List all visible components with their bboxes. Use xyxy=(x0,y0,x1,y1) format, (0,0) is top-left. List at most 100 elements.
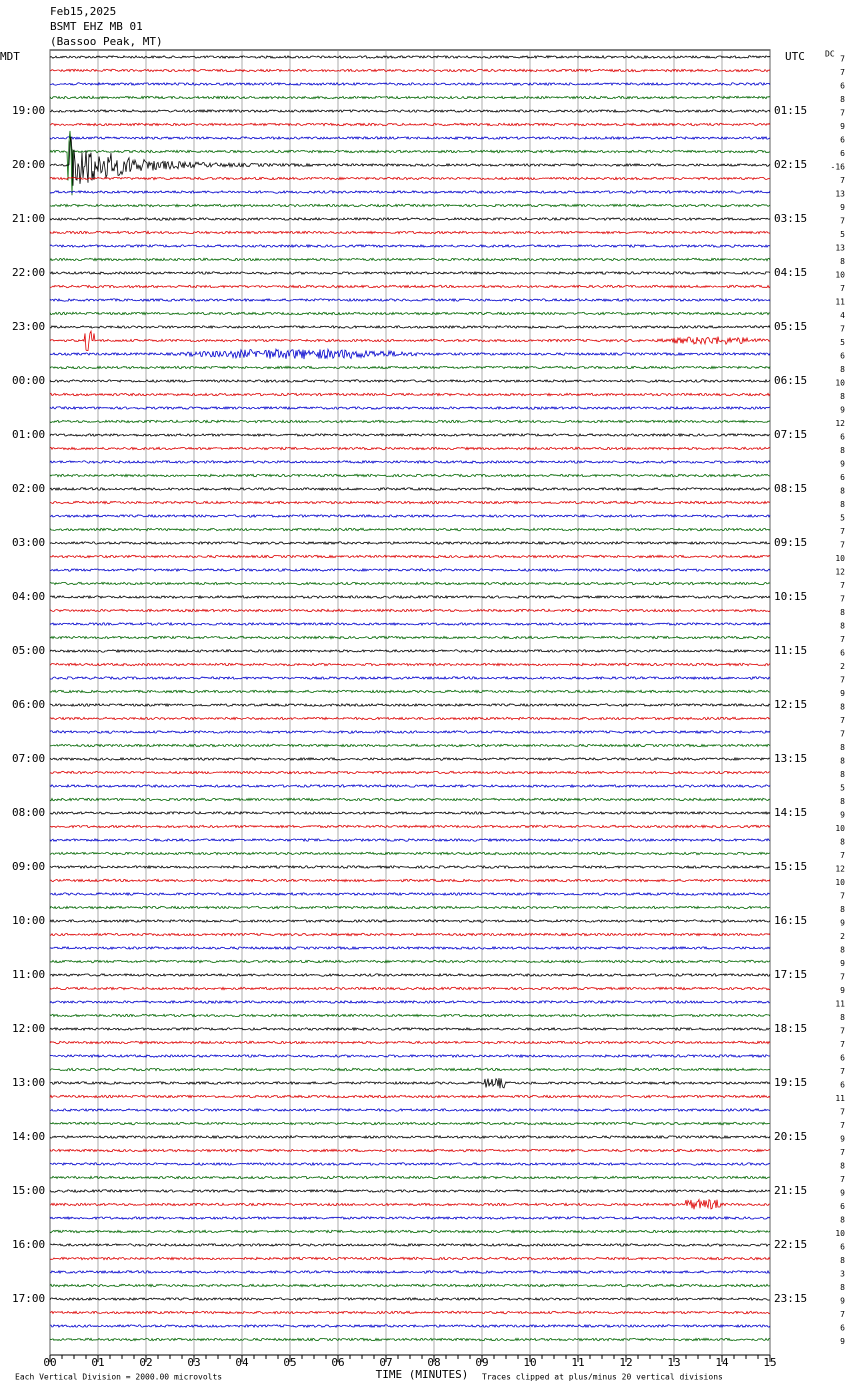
station: BSMT EHZ MB 01 xyxy=(50,20,143,33)
dc-value: 10 xyxy=(835,878,845,887)
right-time: 04:15 xyxy=(774,266,807,279)
trace xyxy=(49,405,771,411)
right-time: 01:15 xyxy=(774,104,807,117)
left-time: 15:00 xyxy=(12,1184,45,1197)
trace xyxy=(49,756,771,762)
trace xyxy=(49,347,771,360)
dc-value: 7 xyxy=(840,1108,845,1117)
trace xyxy=(49,621,771,627)
dc-value: 5 xyxy=(840,784,845,793)
right-time: 02:15 xyxy=(774,158,807,171)
left-time: 01:00 xyxy=(12,428,45,441)
dc-value: 7 xyxy=(840,284,845,293)
trace xyxy=(49,932,771,937)
dc-value: 11 xyxy=(835,1094,845,1103)
dc-value: 7 xyxy=(840,581,845,590)
dc-value: 8 xyxy=(840,946,845,955)
dc-value: 9 xyxy=(840,1189,845,1198)
right-time: 23:15 xyxy=(774,1292,807,1305)
dc-value: 6 xyxy=(840,82,845,91)
dc-value: 8 xyxy=(840,1013,845,1022)
dc-value: 9 xyxy=(840,811,845,820)
dc-value: 11 xyxy=(835,1000,845,1009)
x-tick-label: 00 xyxy=(43,1356,56,1369)
dc-value: 8 xyxy=(840,365,845,374)
right-zone: UTC xyxy=(785,50,805,63)
dc-value: 8 xyxy=(840,703,845,712)
left-time: 11:00 xyxy=(12,968,45,981)
trace xyxy=(49,770,770,775)
dc-value: 7 xyxy=(840,68,845,77)
x-tick-label: 04 xyxy=(235,1356,249,1369)
x-tick-label: 10 xyxy=(523,1356,536,1369)
trace xyxy=(49,959,771,964)
dc-value: 8 xyxy=(840,487,845,496)
trace xyxy=(49,1310,771,1315)
dc-value: 8 xyxy=(840,743,845,752)
dc-value: 3 xyxy=(840,1270,845,1279)
left-time: 22:00 xyxy=(12,266,45,279)
dc-value: 6 xyxy=(840,149,845,158)
dc-value: 7 xyxy=(840,325,845,334)
trace xyxy=(49,986,771,991)
dc-value: 9 xyxy=(840,919,845,928)
trace xyxy=(49,1243,771,1248)
dc-value: 10 xyxy=(835,271,845,280)
trace xyxy=(49,68,771,73)
clip-note: Traces clipped at plus/minus 20 vertical… xyxy=(482,1373,723,1382)
dc-value: 2 xyxy=(840,932,845,941)
trace xyxy=(49,135,771,141)
trace xyxy=(49,500,771,505)
trace xyxy=(49,918,771,923)
dc-value: 7 xyxy=(840,55,845,64)
trace xyxy=(49,729,771,735)
dc-value: 6 xyxy=(840,649,845,658)
x-tick-label: 07 xyxy=(379,1356,392,1369)
x-tick-label: 06 xyxy=(331,1356,344,1369)
dc-value: 9 xyxy=(840,122,845,131)
trace xyxy=(49,419,771,424)
trace xyxy=(49,810,771,816)
trace xyxy=(49,594,771,600)
trace xyxy=(50,1107,771,1113)
x-tick-label: 02 xyxy=(139,1356,152,1369)
left-time: 20:00 xyxy=(12,158,45,171)
left-time: 17:00 xyxy=(12,1292,45,1305)
dc-value: 7 xyxy=(840,851,845,860)
trace xyxy=(49,122,771,127)
left-time: 19:00 xyxy=(12,104,45,117)
right-time: 17:15 xyxy=(774,968,807,981)
dc-value: 6 xyxy=(840,433,845,442)
trace xyxy=(49,702,771,708)
trace xyxy=(49,378,771,383)
trace xyxy=(49,460,771,465)
right-time: 18:15 xyxy=(774,1022,807,1035)
right-time: 10:15 xyxy=(774,590,807,603)
right-time: 07:15 xyxy=(774,428,807,441)
left-time: 05:00 xyxy=(12,644,45,657)
trace xyxy=(49,1256,771,1261)
dc-value: 9 xyxy=(840,1297,845,1306)
trace xyxy=(49,716,771,721)
trace xyxy=(49,189,771,194)
dc-value: 12 xyxy=(835,568,845,577)
dc-value: 8 xyxy=(840,838,845,847)
trace xyxy=(50,1323,771,1329)
left-time: 21:00 xyxy=(12,212,45,225)
trace xyxy=(49,130,771,196)
trace xyxy=(49,1026,771,1032)
right-time: 22:15 xyxy=(774,1238,807,1251)
dc-value: 8 xyxy=(840,757,845,766)
right-time: 06:15 xyxy=(774,374,807,387)
trace xyxy=(50,81,771,87)
trace xyxy=(49,1337,771,1342)
dc-value: 7 xyxy=(840,541,845,550)
dc-value: 8 xyxy=(840,1283,845,1292)
dc-value: 9 xyxy=(840,959,845,968)
left-time: 12:00 xyxy=(12,1022,45,1035)
x-tick-label: 01 xyxy=(91,1356,104,1369)
dc-value: 7 xyxy=(840,109,845,118)
x-tick-label: 15 xyxy=(763,1356,776,1369)
dc-value: 7 xyxy=(840,1027,845,1036)
